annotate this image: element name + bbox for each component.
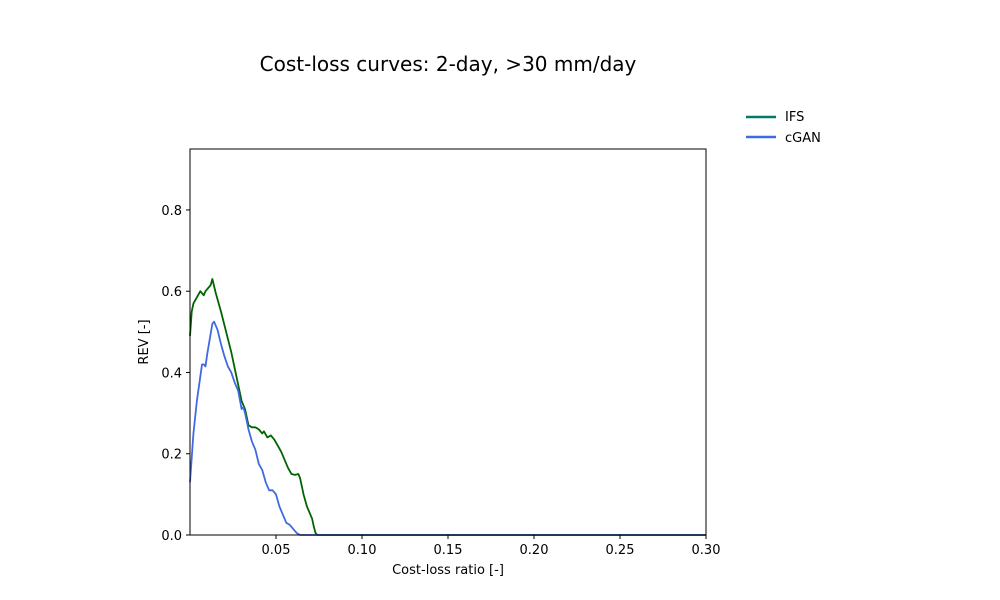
series-line-ifs (189, 278, 706, 536)
legend-label-cgan: cGAN (785, 131, 821, 146)
y-tick-label: 0.4 (161, 366, 182, 381)
y-tick-label: 0.0 (161, 529, 182, 544)
legend: IFS cGAN (746, 110, 821, 146)
y-axis-ticks: 0.0 0.2 0.4 0.6 0.8 (161, 204, 190, 544)
x-axis-label: Cost-loss ratio [-] (392, 563, 504, 578)
x-tick-label: 0.30 (692, 543, 721, 558)
x-axis-ticks: 0.05 0.10 0.15 0.20 0.25 0.30 (262, 535, 721, 558)
y-tick-label: 0.2 (161, 448, 182, 463)
x-tick-label: 0.20 (520, 543, 549, 558)
y-axis-label: REV [-] (137, 319, 152, 364)
x-tick-label: 0.05 (262, 543, 291, 558)
chart-title: Cost-loss curves: 2-day, >30 mm/day (260, 52, 637, 76)
y-tick-label: 0.8 (161, 204, 182, 219)
y-tick-label: 0.6 (161, 285, 182, 300)
x-tick-label: 0.15 (434, 543, 463, 558)
x-tick-label: 0.25 (606, 543, 635, 558)
x-tick-label: 0.10 (348, 543, 377, 558)
legend-label-ifs: IFS (785, 110, 804, 125)
